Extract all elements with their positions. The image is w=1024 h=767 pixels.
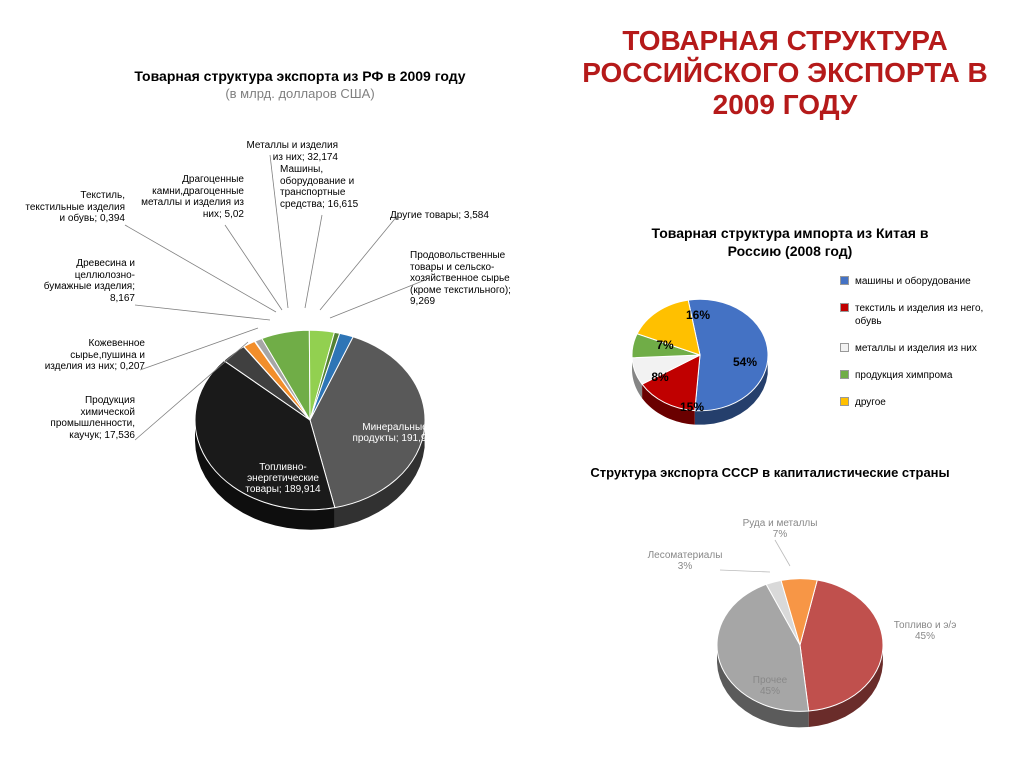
chart2-pct-label: 16% bbox=[678, 308, 718, 322]
chart1-callout: Текстиль,текстильные изделияи обувь; 0,3… bbox=[25, 190, 125, 225]
chart3-callout: Прочее45% bbox=[740, 675, 800, 697]
chart2-pct-label: 15% bbox=[672, 400, 712, 414]
chart2-subtitle: Россию (2008 год) bbox=[580, 243, 1000, 259]
chart2-legend: машины и оборудование текстиль и изделия … bbox=[840, 275, 1010, 423]
chart1-callout: Продукцияхимическойпромышленности,каучук… bbox=[25, 395, 135, 441]
chart3-callout: Топливо и э/э45% bbox=[880, 620, 970, 642]
chart1-callout: Другие товары; 3,584 bbox=[390, 210, 530, 222]
chart1-callout: Древесина ицеллюлозно-бумажные изделия;8… bbox=[25, 258, 135, 304]
legend-item: металлы и изделия из них bbox=[840, 342, 1010, 355]
chart3-callout: Лесоматериалы3% bbox=[640, 550, 730, 572]
chart2-pct-label: 8% bbox=[640, 370, 680, 384]
chart1-slice-label: Топливно-энергетическиетовары; 189,914 bbox=[228, 462, 338, 495]
chart1-callout: Машины,оборудование итранспортныесредств… bbox=[280, 164, 380, 210]
chart1-title: Товарная структура экспорта из РФ в 2009… bbox=[100, 68, 500, 84]
legend-item: другое bbox=[840, 396, 1010, 409]
chart1-callout: Продовольственныетовары и сельско-хозяйс… bbox=[410, 250, 540, 308]
legend-item: текстиль и изделия из него, обувь bbox=[840, 302, 1010, 328]
chart1: Металлы и изделияиз них; 32,174 Драгоценн… bbox=[20, 110, 560, 630]
legend-item: продукция химпрома bbox=[840, 369, 1010, 382]
chart3-callout: Руда и металлы7% bbox=[730, 518, 830, 540]
chart1-slice-label: Минеральныепродукты; 191,963 bbox=[340, 422, 450, 444]
chart2-title: Товарная структура импорта из Китая в bbox=[580, 225, 1000, 241]
chart2-pct-label: 54% bbox=[725, 355, 765, 369]
page-title: ТОВАРНАЯ СТРУКТУРА РОССИЙСКОГО ЭКСПОРТА … bbox=[570, 25, 1000, 122]
chart1-callout: Металлы и изделияиз них; 32,174 bbox=[228, 140, 338, 163]
chart1-callout: Драгоценныекамни,драгоценныеметаллы и из… bbox=[124, 174, 244, 220]
chart2-pct-label: 7% bbox=[645, 338, 685, 352]
chart1-callout: Кожевенноесырье,пушина иизделия из них; … bbox=[25, 338, 145, 373]
chart3-title: Структура экспорта СССР в капиталистичес… bbox=[560, 465, 980, 481]
chart1-subtitle: (в млрд. долларов США) bbox=[100, 86, 500, 101]
legend-item: машины и оборудование bbox=[840, 275, 1010, 288]
chart3: Руда и металлы7%Лесоматериалы3% Топливо и… bbox=[560, 500, 990, 750]
